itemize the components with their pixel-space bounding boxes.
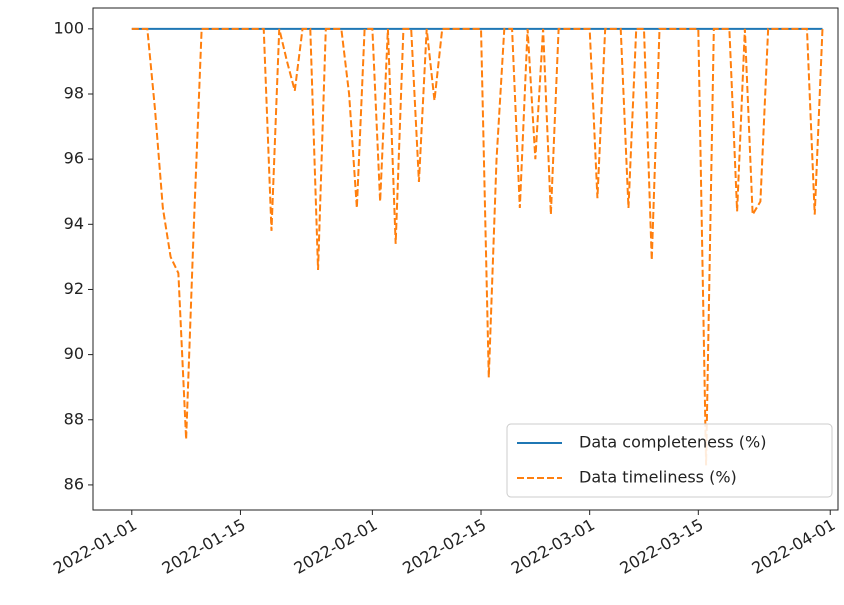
y-tick-label: 86 [64,474,84,493]
x-tick-label: 2022-03-15 [617,515,707,578]
legend: Data completeness (%) Data timeliness (%) [506,423,833,498]
legend-box [506,423,833,498]
x-tick-label: 2022-03-01 [508,515,598,578]
x-tick-label: 2022-02-01 [291,515,381,578]
y-tick-label: 92 [64,279,84,298]
x-tick-label: 2022-01-01 [50,515,140,578]
x-tick-label: 2022-04-01 [748,515,838,578]
y-tick-label: 98 [64,84,84,103]
y-tick-label: 100 [53,18,84,37]
legend-label: Data completeness (%) [579,433,766,452]
y-tick-label: 96 [64,149,84,168]
y-tick-label: 90 [64,344,84,363]
series-line [131,27,824,466]
x-tick-label: 2022-01-15 [159,515,249,578]
legend-label: Data timeliness (%) [579,468,737,487]
y-tick-label: 94 [64,214,84,233]
y-tick-label: 88 [64,409,84,428]
axes-frame [92,7,839,511]
x-tick-label: 2022-02-15 [399,515,489,578]
